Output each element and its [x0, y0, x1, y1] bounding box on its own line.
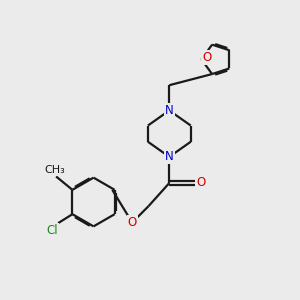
Text: O: O — [197, 176, 206, 190]
Text: CH₃: CH₃ — [44, 165, 65, 175]
Text: N: N — [165, 104, 174, 117]
Text: O: O — [128, 216, 137, 229]
Text: N: N — [165, 150, 174, 163]
Text: Cl: Cl — [46, 224, 58, 237]
Text: O: O — [202, 51, 212, 64]
